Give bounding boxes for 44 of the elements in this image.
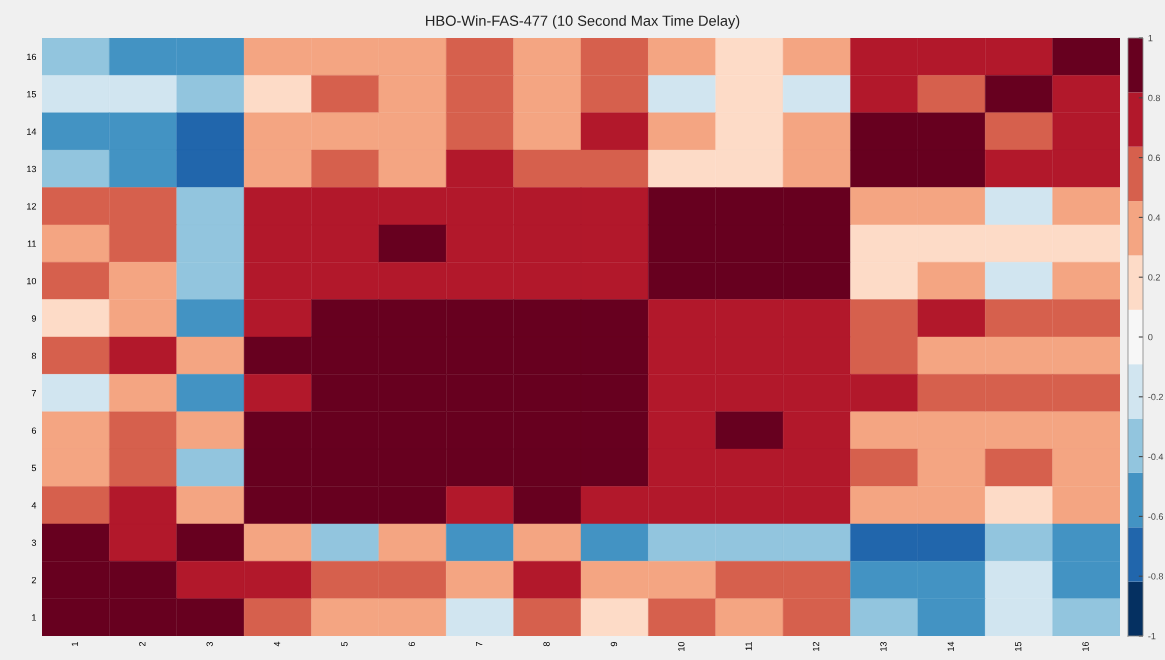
- chart-title: HBO-Win-FAS-477 (10 Second Max Time Delay): [426, 15, 740, 29]
- color-bar-label: -0.4: [1148, 453, 1164, 460]
- y-tick-label: 13: [27, 165, 37, 173]
- x-tick-label: 4: [273, 641, 281, 647]
- x-tick-label: 9: [610, 641, 618, 647]
- y-tick-label: 8: [31, 352, 37, 360]
- x-tick-label: 2: [139, 642, 146, 647]
- x-tick-label: 16: [1082, 641, 1089, 651]
- y-tick-label: 4: [31, 502, 37, 509]
- y-tick-label: 9: [31, 315, 37, 322]
- color-bar-label: 0.2: [1148, 274, 1160, 281]
- color-bar-label: -0.2: [1148, 393, 1163, 401]
- x-tick-label: 10: [678, 641, 685, 651]
- x-tick-label: 8: [543, 641, 550, 647]
- color-bar-label: -0.6: [1148, 513, 1164, 520]
- x-tick-label: 15: [1015, 641, 1022, 651]
- y-tick-label: 16: [27, 53, 37, 61]
- color-bar-label: 0.8: [1148, 94, 1161, 102]
- y-tick-label: 10: [27, 277, 37, 285]
- y-tick-label: 14: [27, 128, 37, 135]
- x-tick-label: 7: [476, 642, 483, 647]
- color-bar-label: 1: [1148, 35, 1153, 42]
- y-tick-label: 12: [27, 203, 36, 210]
- color-bar-label: 0: [1148, 333, 1153, 341]
- color-bar-label: 0.4: [1148, 214, 1161, 221]
- y-tick-label: 11: [27, 240, 36, 247]
- color-bar-label: -0.8: [1148, 573, 1164, 580]
- x-tick-label: 11: [745, 642, 752, 651]
- y-tick-label: 2: [31, 576, 36, 584]
- color-bar-label: 0.6: [1148, 154, 1161, 161]
- x-tick-label: 13: [880, 641, 887, 651]
- y-tick-label: 5: [31, 464, 37, 472]
- y-tick-label: 15: [27, 91, 37, 98]
- x-tick-label: 1: [71, 642, 79, 646]
- y-tick-label: 1: [32, 614, 36, 621]
- y-tick-label: 6: [31, 427, 37, 434]
- x-tick-label: 6: [408, 641, 415, 647]
- y-tick-label: 7: [31, 390, 36, 397]
- color-bar-label: -1: [1148, 633, 1156, 640]
- y-tick-label: 3: [31, 539, 37, 546]
- x-tick-label: 5: [341, 641, 348, 647]
- x-tick-label: 12: [812, 642, 820, 651]
- x-tick-label: 14: [947, 641, 954, 651]
- x-tick-label: 3: [206, 641, 213, 647]
